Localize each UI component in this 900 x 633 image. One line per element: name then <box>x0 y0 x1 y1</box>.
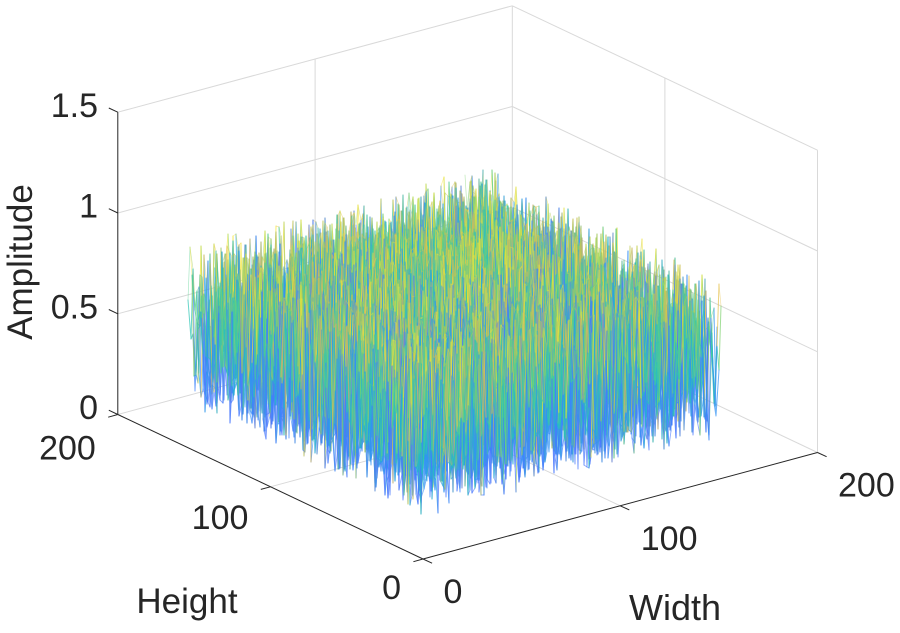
svg-text:100: 100 <box>641 520 698 558</box>
svg-text:Amplitude: Amplitude <box>1 184 40 340</box>
svg-text:1: 1 <box>79 188 98 226</box>
svg-text:200: 200 <box>39 430 96 468</box>
svg-text:1.5: 1.5 <box>51 87 98 125</box>
svg-text:0.5: 0.5 <box>51 288 98 326</box>
svg-text:Width: Width <box>629 587 721 628</box>
svg-text:Height: Height <box>136 582 237 621</box>
svg-text:0: 0 <box>382 569 401 607</box>
svg-text:200: 200 <box>838 467 895 505</box>
svg-text:0: 0 <box>444 573 463 611</box>
svg-text:0: 0 <box>79 389 98 427</box>
svg-text:100: 100 <box>192 499 249 537</box>
